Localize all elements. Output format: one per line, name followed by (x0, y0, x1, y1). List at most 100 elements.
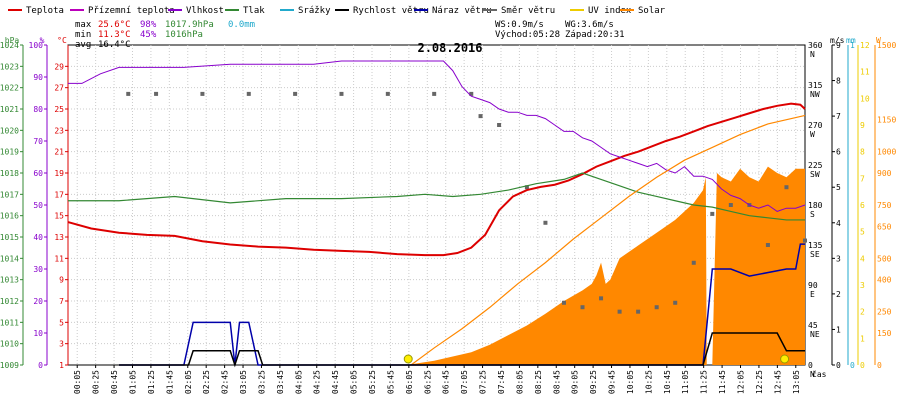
axis-label-temp: 15 (54, 212, 64, 221)
axis-label-hpa: 1021 (0, 105, 19, 114)
legend-label-naraz: Náraz větru (432, 6, 492, 16)
axis-label-uv: 12 (860, 41, 870, 50)
wind-dir-point (543, 220, 548, 225)
x-tick-label: 05:25 (368, 370, 377, 394)
axis-label-ms: 4 (836, 219, 841, 228)
legend-label-srazky: Srážky (298, 6, 331, 16)
solar-area (406, 166, 805, 365)
series-line-vlhkost (68, 60, 806, 212)
axis-label-temp: 11 (54, 254, 64, 263)
wind-dir-point (580, 305, 585, 310)
x-tick-label: 04:45 (331, 370, 340, 394)
wind-dir-point (803, 238, 807, 243)
axis-label-hpa: 1013 (0, 276, 19, 285)
chart-plot-area (67, 60, 807, 368)
axis-label-ms: 6 (836, 148, 841, 157)
axis-label-w: 750 (877, 201, 892, 210)
axis-label-uv: 0 (860, 361, 865, 370)
chart-axes: hPa1009101010111012101310141015101610171… (0, 36, 896, 379)
axis-label-temp: 19 (54, 169, 64, 178)
x-tick-label: 07:05 (460, 370, 469, 394)
axis-compass-dir: N (810, 50, 815, 59)
axis-compass-dir: E (810, 290, 815, 299)
legend-label-teplota: Teplota (26, 6, 64, 16)
axis-compass-dir: SW (810, 170, 820, 179)
axis-label-uv: 4 (860, 254, 865, 263)
x-axis-ticks: 00:05 00:25 00:45 01:05 01:25 01:45 02:05 02:25… (73, 365, 827, 394)
axis-label-w: 900 (877, 169, 892, 178)
wind-dir-point (561, 300, 566, 305)
x-tick-label: 08:25 (534, 370, 543, 394)
axis-label-ms: 3 (836, 254, 841, 263)
stat-value: 1016hPa (165, 30, 203, 40)
axis-label-uv: 3 (860, 281, 865, 290)
stat-value: 11.3°C (98, 30, 131, 40)
legend-label-vlhkost: Vlhkost (186, 6, 224, 16)
stat-ws: WS:0.9m/s (495, 20, 544, 30)
axis-compass-dir: SE (810, 250, 820, 259)
x-axis-unit: čas (812, 369, 827, 379)
axis-label-dir: 315 (808, 81, 823, 90)
wind-dir-point (293, 91, 298, 96)
wind-dir-point (673, 300, 678, 305)
axis-label-hpa: 1019 (0, 148, 19, 157)
axis-label-mm: 1 (850, 41, 855, 50)
axis-unit-pct: % (40, 36, 45, 45)
wind-dir-point (691, 260, 696, 265)
axis-label-hpa: 1016 (0, 212, 19, 221)
axis-unit-temp: °C (57, 36, 67, 45)
legend-label-prizemni: Přízemní teplota (88, 6, 175, 16)
axis-label-temp: 1 (59, 361, 64, 370)
axis-label-hpa: 1009 (0, 361, 19, 370)
x-tick-label: 12:05 (737, 370, 746, 394)
x-tick-label: 03:05 (239, 370, 248, 394)
axis-compass-dir: NW (810, 90, 820, 99)
axis-label-pct: 70 (33, 137, 43, 146)
axis-label-temp: 27 (54, 84, 64, 93)
x-tick-label: 06:05 (405, 370, 414, 394)
wind-dir-point (246, 91, 251, 96)
x-tick-label: 11:05 (681, 370, 690, 394)
x-tick-label: 08:05 (515, 370, 524, 394)
series-line-solar (410, 114, 806, 366)
axis-label-hpa: 1015 (0, 233, 19, 242)
axis-label-ms: 0 (836, 361, 841, 370)
wind-dir-point (385, 91, 390, 96)
axis-unit-mm: mm (846, 36, 856, 45)
axis-label-uv: 9 (860, 121, 865, 130)
axis-label-dir: 45 (808, 321, 818, 330)
x-tick-label: 13:05 (792, 370, 801, 394)
wind-dir-point (654, 305, 659, 310)
stat-wg: WG:3.6m/s (565, 20, 614, 30)
x-tick-label: 07:25 (479, 370, 488, 394)
axis-label-pct: 50 (33, 201, 43, 210)
axis-label-w: 250 (877, 308, 892, 317)
axis-label-pct: 90 (33, 73, 43, 82)
axis-label-temp: 3 (59, 340, 64, 349)
axis-label-uv: 5 (860, 228, 865, 237)
x-tick-label: 11:45 (718, 370, 727, 394)
axis-label-uv: 10 (860, 94, 870, 103)
legend-label-smer: Směr větru (501, 6, 555, 16)
x-tick-label: 05:45 (386, 370, 395, 394)
axis-label-hpa: 1023 (0, 62, 19, 71)
axis-label-temp: 21 (54, 148, 64, 157)
stat-sunset: Západ:20:31 (565, 30, 625, 40)
axis-label-uv: 7 (860, 174, 865, 183)
axis-label-pct: 10 (33, 329, 43, 338)
stat-value: 25.6°C (98, 20, 131, 30)
wind-dir-point (765, 243, 770, 247)
axis-label-temp: 17 (54, 190, 64, 199)
wind-dir-point (497, 123, 502, 127)
axis-label-pct: 40 (33, 233, 43, 242)
axis-compass-dir: NE (810, 330, 820, 339)
axis-label-uv: 1 (860, 334, 865, 343)
axis-label-ms: 7 (836, 112, 841, 121)
axis-label-pct: 30 (33, 265, 43, 274)
axis-label-temp: 29 (54, 62, 64, 71)
axis-compass-dir: N (810, 370, 815, 379)
series-line-tlak (68, 172, 805, 221)
wind-dir-point (617, 309, 622, 314)
x-tick-label: 04:05 (294, 370, 303, 394)
wind-dir-point (636, 309, 641, 314)
